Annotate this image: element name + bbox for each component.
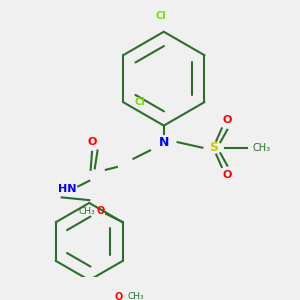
Text: O: O	[97, 206, 105, 216]
Text: O: O	[223, 115, 232, 125]
Text: HN: HN	[58, 184, 76, 194]
Text: O: O	[223, 170, 232, 180]
Text: S: S	[209, 141, 218, 154]
Text: O: O	[87, 137, 97, 147]
Text: Cl: Cl	[134, 97, 145, 107]
Text: O: O	[114, 292, 122, 300]
Text: CH₃: CH₃	[79, 207, 95, 216]
Text: Cl: Cl	[156, 11, 167, 21]
Text: N: N	[159, 136, 169, 149]
Text: CH₃: CH₃	[128, 292, 145, 300]
Text: CH₃: CH₃	[252, 143, 270, 153]
